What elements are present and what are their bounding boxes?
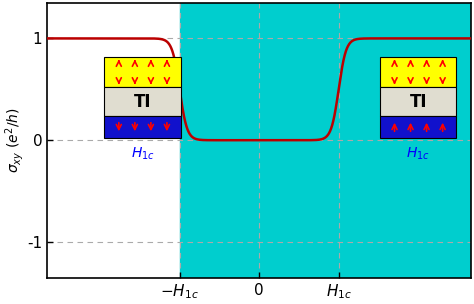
Bar [380,87,456,116]
Y-axis label: $\sigma_{xy}$ ($e^2/h$): $\sigma_{xy}$ ($e^2/h$) [3,107,26,173]
Bar [380,116,456,138]
Text: TI: TI [134,92,151,111]
Bar [104,116,181,138]
Text: $H_{1c}$: $H_{1c}$ [406,145,430,162]
Text: TI: TI [410,92,427,111]
Bar [104,57,181,87]
Bar [104,87,181,116]
Bar [47,3,180,278]
Text: $H_{1c}$: $H_{1c}$ [130,145,155,162]
Bar [180,3,471,278]
Bar [380,57,456,87]
